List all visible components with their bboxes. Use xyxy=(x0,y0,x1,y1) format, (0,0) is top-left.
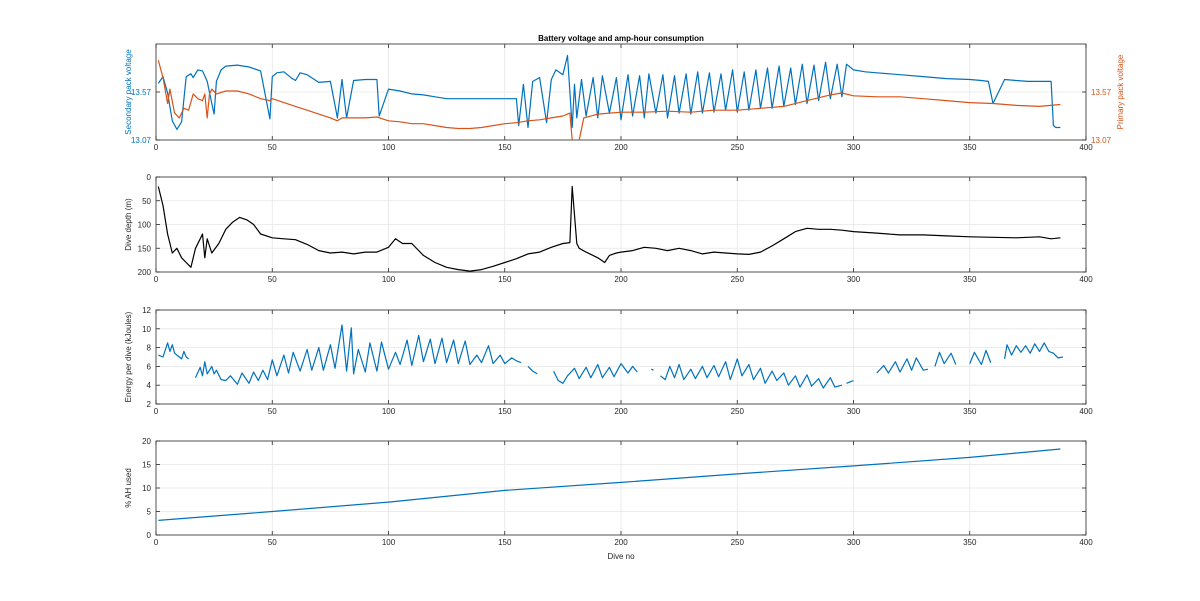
series-line-2 xyxy=(157,60,1061,140)
series-line-1-seg-8 xyxy=(876,357,929,374)
x-tick-label: 0 xyxy=(154,538,159,547)
y-tick-label: 13.07 xyxy=(131,136,152,145)
series-line-1-seg-9 xyxy=(934,351,957,367)
series-line-1-seg-7 xyxy=(846,379,854,384)
y-tick-label: 150 xyxy=(138,244,152,253)
y-tick-label: 13.57 xyxy=(131,88,152,97)
x-tick-label: 200 xyxy=(614,538,628,547)
y-tick-label: 50 xyxy=(142,197,151,206)
x-tick-label: 250 xyxy=(731,407,745,416)
y-axis-label: Dive depth (m) xyxy=(124,198,133,251)
x-tick-label: 350 xyxy=(963,275,977,284)
x-tick-label: 200 xyxy=(614,407,628,416)
x-tick-label: 300 xyxy=(847,275,861,284)
y-axis-label: Energy per dive (kJoules) xyxy=(124,311,133,402)
y-tick-label: 6 xyxy=(147,362,152,371)
chart-panel-3: 0 50 100 150 200 250 300 350 400 2 4 6 8 10 12 Energy p… xyxy=(124,306,1093,416)
y-tick-label: 0 xyxy=(147,531,152,540)
chart-panel-4: 0 50 100 150 200 250 300 350 400 0 5 10 15 20 % AH use… xyxy=(124,437,1093,547)
y-axis-label-right: Primary pack voltage xyxy=(1116,54,1125,129)
x-tick-label: 50 xyxy=(268,407,277,416)
x-tick-label: 250 xyxy=(731,538,745,547)
x-tick-label: 300 xyxy=(847,407,861,416)
x-tick-label: 150 xyxy=(498,407,512,416)
x-tick-label: 150 xyxy=(498,143,512,152)
figure-title: Battery voltage and amp-hour consumption xyxy=(538,34,704,43)
series-line-1-seg-5 xyxy=(650,368,654,371)
y-tick-label: 0 xyxy=(147,173,152,182)
x-tick-label: 350 xyxy=(963,143,977,152)
series-line-1-seg-10 xyxy=(969,349,992,366)
x-tick-label: 0 xyxy=(154,407,159,416)
chart-panel-1: 0 50 100 150 200 250 300 350 40013.0713.5713.071… xyxy=(124,43,1125,152)
x-tick-label: 100 xyxy=(382,143,396,152)
y-right-tick-label: 13.57 xyxy=(1091,88,1112,97)
x-tick-label: 200 xyxy=(614,143,628,152)
chart-panel-2: 0 50 100 150 200 250 300 350 400 0 50 100 150 200 Dive… xyxy=(124,173,1093,284)
series-line-1-seg-4 xyxy=(553,363,638,384)
x-tick-label: 250 xyxy=(731,275,745,284)
x-tick-label: 300 xyxy=(847,143,861,152)
y-tick-label: 12 xyxy=(142,306,151,315)
x-tick-label: 400 xyxy=(1079,538,1093,547)
x-tick-label: 300 xyxy=(847,538,861,547)
x-axis-label: Dive no xyxy=(607,552,635,561)
x-tick-label: 200 xyxy=(614,275,628,284)
series-line-1-seg-6 xyxy=(660,358,843,389)
y-tick-label: 15 xyxy=(142,461,151,470)
y-tick-label: 200 xyxy=(138,268,152,277)
x-tick-label: 100 xyxy=(382,275,396,284)
series-line-1-seg-2 xyxy=(194,324,522,385)
x-tick-label: 0 xyxy=(154,275,159,284)
y-tick-label: 5 xyxy=(147,508,152,517)
series-line-1 xyxy=(158,448,1061,521)
y-tick-label: 4 xyxy=(147,381,152,390)
y-tick-label: 10 xyxy=(142,484,151,493)
y-tick-label: 100 xyxy=(138,221,152,230)
series-line-1-seg-1 xyxy=(158,342,189,360)
x-tick-label: 100 xyxy=(382,538,396,547)
x-tick-label: 400 xyxy=(1079,143,1093,152)
x-tick-label: 150 xyxy=(498,538,512,547)
x-tick-label: 350 xyxy=(963,538,977,547)
x-tick-label: 350 xyxy=(963,407,977,416)
x-tick-label: 250 xyxy=(731,143,745,152)
x-tick-label: 0 xyxy=(154,143,159,152)
x-tick-label: 50 xyxy=(268,143,277,152)
x-tick-label: 150 xyxy=(498,275,512,284)
series-line-1 xyxy=(157,54,1061,130)
x-tick-label: 400 xyxy=(1079,407,1093,416)
x-tick-label: 400 xyxy=(1079,275,1093,284)
y-right-tick-label: 13.07 xyxy=(1091,136,1112,145)
y-tick-label: 10 xyxy=(142,325,151,334)
y-tick-label: 8 xyxy=(147,344,152,353)
panels: 0 50 100 150 200 250 300 350 40013.0713.5713.071… xyxy=(124,43,1125,547)
y-axis-label: % AH used xyxy=(124,468,133,508)
x-tick-label: 50 xyxy=(268,275,277,284)
x-tick-label: 50 xyxy=(268,538,277,547)
y-tick-label: 20 xyxy=(142,437,151,446)
y-axis-label: Secondary pack voltage xyxy=(124,49,133,135)
y-tick-label: 2 xyxy=(147,400,152,409)
x-tick-label: 100 xyxy=(382,407,396,416)
series-line-1-seg-3 xyxy=(527,365,538,375)
series-line-1-seg-11 xyxy=(1004,342,1063,360)
series-line-1 xyxy=(157,185,1061,272)
